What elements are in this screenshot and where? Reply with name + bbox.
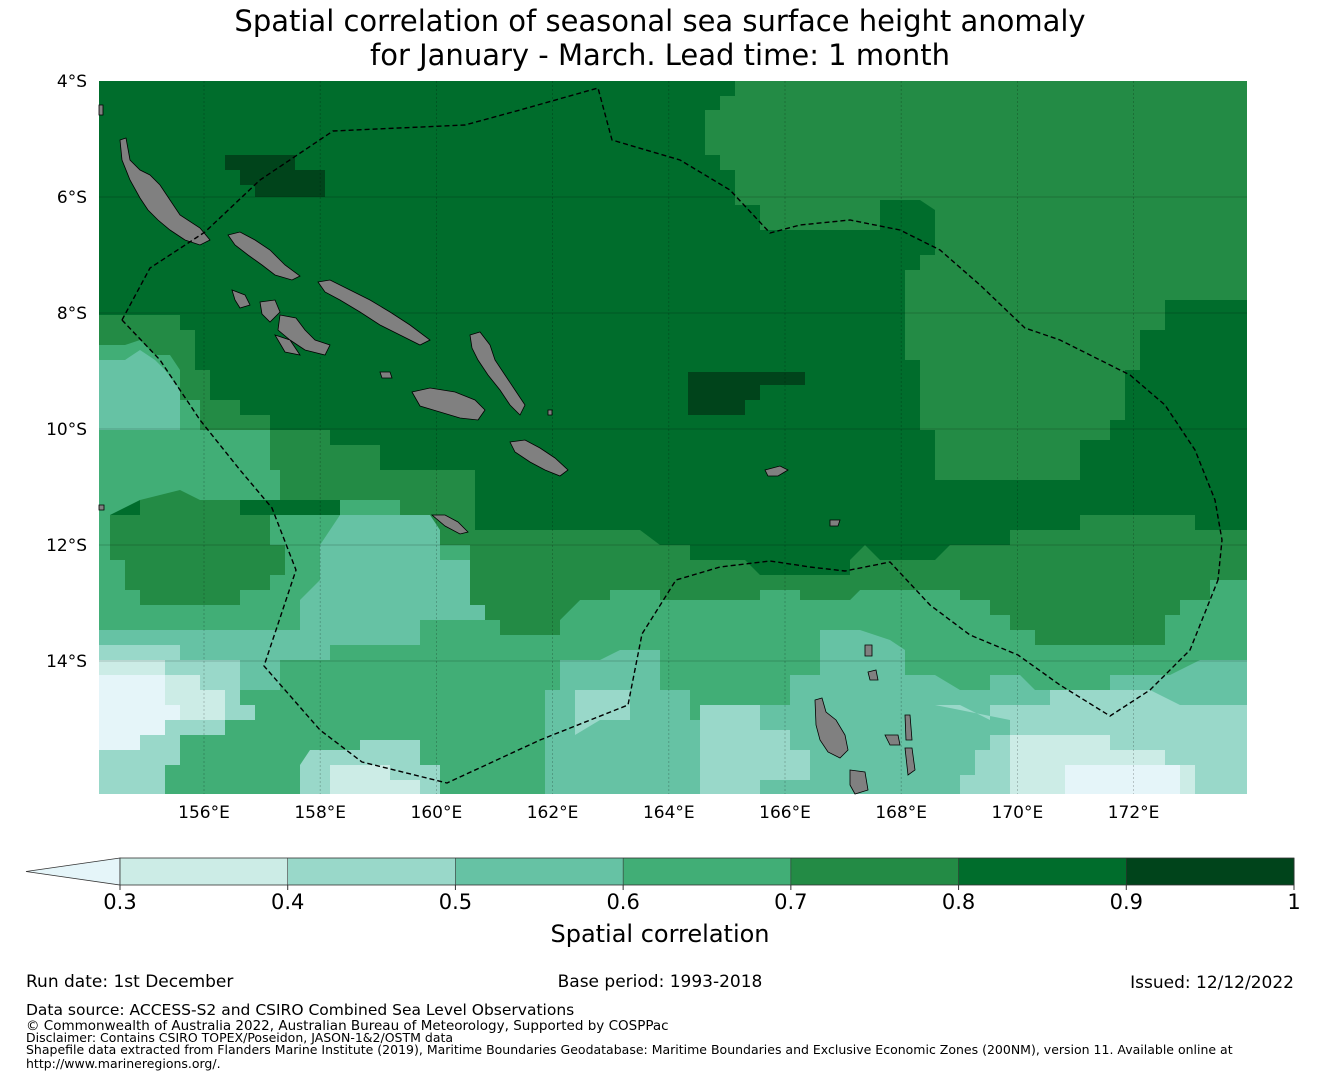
map-title-line-1: Spatial correlation of seasonal sea surf… [234,4,1086,38]
base-period: Base period: 1993-2018 [557,972,763,992]
map-title-line-2: for January - March. Lead time: 1 month [370,38,950,72]
colorbar-tick-label: 0.8 [942,890,975,914]
rennell-island [430,514,469,535]
longitude-label: 168°E [875,803,927,823]
colorbar-tick-label: 0.9 [1110,890,1143,914]
colorbar-cell [790,858,960,885]
copyright-notice: © Commonwealth of Australia 2022, Austra… [26,1018,669,1034]
field-zone-0-9 [225,155,805,415]
field-zone-0-4 [99,645,1247,794]
colorbar-cell [958,858,1127,885]
field-zone-0-7-south [270,430,1247,645]
colorbar-cell [455,858,624,885]
longitude-label: 164°E [643,803,695,823]
colorbar-tick-label: 0.5 [439,890,472,914]
field-zone-below-0-3 [99,675,1180,794]
malaita-island [469,331,526,416]
guadalcanal-island [411,387,486,421]
colorbar-cell [120,858,289,885]
longitude-label: 156°E [178,803,230,823]
colorbar-tick-label: 0.3 [103,890,136,914]
shapefile-url: http://www.marineregions.org/. [26,1056,221,1071]
run-date: Run date: 1st December [26,972,234,992]
shapefile-credit: Shapefile data extracted from Flanders M… [26,1042,1233,1057]
longitude-label: 162°E [527,803,579,823]
correlation-field [99,81,1247,794]
colorbar-extension-triangle [25,857,121,886]
colorbar-cell [287,858,456,885]
colorbar-cell [623,858,792,885]
longitude-label: 158°E [294,803,346,823]
latitude-label: 8°S [57,304,87,324]
latitude-label: 4°S [57,72,87,92]
longitude-label: 172°E [1108,803,1160,823]
solomon-eez-boundary-west [121,319,1219,784]
vanuatu-islands [814,644,916,795]
longitude-label: 170°E [992,803,1044,823]
small-islands [98,104,841,527]
latitude-label: 6°S [57,188,87,208]
latitude-label: 14°S [46,652,87,672]
issued-date: Issued: 12/12/2022 [1130,973,1294,993]
colorbar-cell [1126,858,1295,885]
colorbar-tick-label: 1 [1287,890,1300,914]
latitude-label: 10°S [46,420,87,440]
eez-boundaries [121,87,1223,784]
colorbar-title: Spatial correlation [550,920,769,948]
longitude-label: 166°E [759,803,811,823]
data-source: Data source: ACCESS-S2 and CSIRO Combine… [26,1001,575,1019]
longitude-label: 160°E [411,803,463,823]
field-zone-0-6 [99,340,1247,794]
colorbar: 0.3 0.4 0.5 0.6 0.7 0.8 0.9 1 Spatial correlati… [25,857,1301,948]
longitude-labels: 156°E 158°E 160°E 162°E 164°E 166°E 168°E 170°E… [178,803,1159,823]
solomon-eez-boundary [121,87,1223,581]
latitude-labels: 4°S 6°S 8°S 10°S 12°S 14°S [46,72,87,672]
latitude-label: 12°S [46,536,87,556]
colorbar-frame [119,857,1295,886]
santa-isabel-island [317,279,431,346]
makira-island [509,439,569,477]
disclaimer: Disclaimer: Contains CSIRO TOPEX/Poseido… [26,1030,454,1045]
colorbar-tick-label: 0.6 [606,890,639,914]
new-georgia-islands [231,289,331,356]
colorbar-tick-label: 0.4 [271,890,304,914]
map-gridlines [99,81,1247,794]
choiseul-island [227,231,301,281]
land-masses [98,104,916,795]
colorbar-tick-label: 0.7 [774,890,807,914]
field-zone-0-7-east [610,81,1247,480]
